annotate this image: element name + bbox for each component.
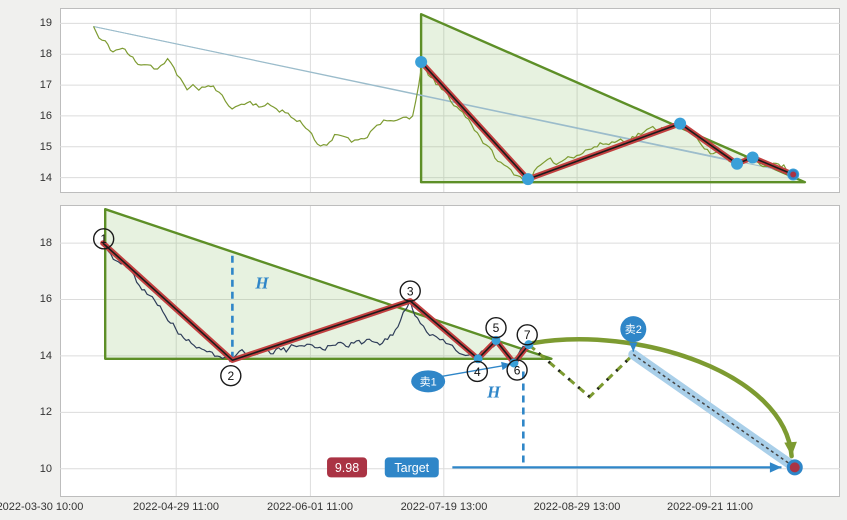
height-label: H xyxy=(486,382,501,401)
trendline xyxy=(93,26,794,174)
arrowhead xyxy=(629,342,638,352)
arrowhead xyxy=(769,462,782,473)
projected-path-dots xyxy=(527,343,635,399)
label-text: 4 xyxy=(474,365,481,379)
pivot-dot xyxy=(674,117,687,130)
panel-background xyxy=(60,205,840,497)
descending-triangle-pattern xyxy=(103,207,553,360)
pivot-dot xyxy=(746,151,759,164)
sell-2-badge: 卖2 xyxy=(620,316,647,343)
pivot-number-5: 5 xyxy=(485,317,507,339)
sell-1-badge: 卖1 xyxy=(411,370,446,393)
pivot-number-7: 7 xyxy=(516,324,538,346)
label-text: 9.98 xyxy=(335,461,359,475)
y-tick-label: 14 xyxy=(39,172,52,184)
x-tick-label: 2022-08-29 13:00 xyxy=(533,501,621,513)
target-point xyxy=(786,459,803,476)
target-arrow xyxy=(452,462,782,473)
pivot-dot xyxy=(731,157,744,170)
target-arc-arrow xyxy=(529,337,794,459)
detail-panel: 9.98 Target 卖1 卖2 1 2 3 4 5 6 7 H H xyxy=(60,205,840,497)
pivot-dot xyxy=(415,55,428,68)
y-tick-label: 19 xyxy=(39,17,52,29)
y-tick-label: 16 xyxy=(39,293,52,305)
pivot-number-3: 3 xyxy=(399,280,421,302)
y-tick-label: 18 xyxy=(39,237,52,249)
label-text: 3 xyxy=(407,284,414,298)
y-tick-label: 10 xyxy=(39,463,52,475)
x-tick-label: 2022-09-21 11:00 xyxy=(666,501,754,513)
label-text: 2 xyxy=(227,369,234,383)
label-text: Target xyxy=(394,461,429,475)
height-label: H xyxy=(254,274,269,293)
label-text: 卖1 xyxy=(420,375,437,388)
x-tick-label: 2022-03-30 10:00 xyxy=(0,501,84,513)
target-badge: Target xyxy=(384,457,439,478)
label-text: 7 xyxy=(524,328,531,342)
y-tick-label: 16 xyxy=(39,110,52,122)
pivot-dot xyxy=(522,173,534,186)
zigzag-core xyxy=(420,61,794,180)
descending-triangle-pattern xyxy=(419,12,807,184)
y-tick-label: 18 xyxy=(39,48,52,60)
label-text: 6 xyxy=(514,363,521,377)
y-tick-label: 14 xyxy=(39,350,52,362)
sell2-arrow xyxy=(629,342,638,352)
x-tick-label: 2022-07-19 13:00 xyxy=(400,501,488,513)
arrowhead xyxy=(784,441,797,457)
pivot-number-1: 1 xyxy=(92,228,115,250)
y-tick-label: 15 xyxy=(39,141,52,153)
projection-band-center xyxy=(632,353,796,468)
y-tick-label: 17 xyxy=(39,79,52,91)
label-text: 1 xyxy=(100,232,107,246)
breakdown-dot xyxy=(788,169,799,180)
x-tick-label: 2022-04-29 11:00 xyxy=(132,501,220,513)
overview-panel xyxy=(60,8,840,193)
pivot-number-4: 4 xyxy=(466,360,488,383)
pivot-number-6: 6 xyxy=(506,359,528,381)
label-text: 5 xyxy=(493,321,500,335)
price-detail-line xyxy=(102,241,530,366)
y-tick-label: 12 xyxy=(39,406,52,418)
label-text: 卖2 xyxy=(625,323,642,336)
x-tick-label: 2022-06-01 11:00 xyxy=(266,501,354,513)
price-badge: 9.98 xyxy=(327,457,368,478)
pivot-number-2: 2 xyxy=(220,364,242,387)
